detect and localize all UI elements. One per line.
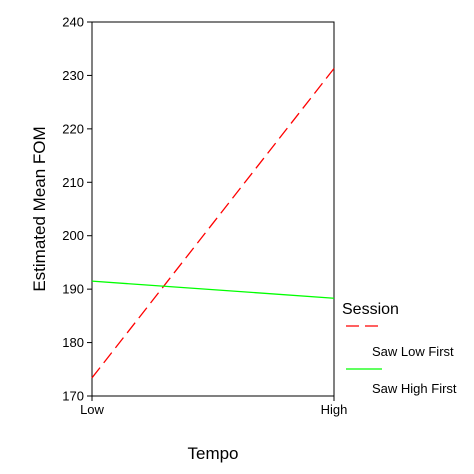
legend-label-saw-high-first: Saw High First: [372, 381, 457, 396]
y-tick-label: 210: [62, 175, 84, 190]
y-tick-label: 220: [62, 121, 84, 136]
plot-frame: [91, 21, 335, 397]
y-tick-label: 230: [62, 68, 84, 83]
x-axis: Low High: [80, 396, 347, 417]
legend-title: Session: [342, 301, 399, 318]
legend-label-saw-low-first: Saw Low First: [372, 344, 454, 359]
x-tick-label: High: [321, 402, 348, 417]
y-tick-label: 170: [62, 389, 84, 404]
y-axis: 170 180 190 200 210 220 230 240: [62, 15, 92, 404]
x-tick-label: Low: [80, 402, 104, 417]
series-line-saw-low-first: [91, 68, 335, 379]
series-layer: [91, 68, 335, 379]
x-axis-title: Tempo: [187, 444, 238, 463]
y-tick-label: 190: [62, 282, 84, 297]
legend: Session Saw Low First Saw High First: [342, 301, 457, 396]
y-tick-label: 240: [62, 15, 84, 30]
series-line-saw-high-first: [91, 280, 335, 299]
y-axis-title: Estimated Mean FOM: [30, 126, 49, 291]
y-tick-label: 180: [62, 335, 84, 350]
y-tick-label: 200: [62, 228, 84, 243]
